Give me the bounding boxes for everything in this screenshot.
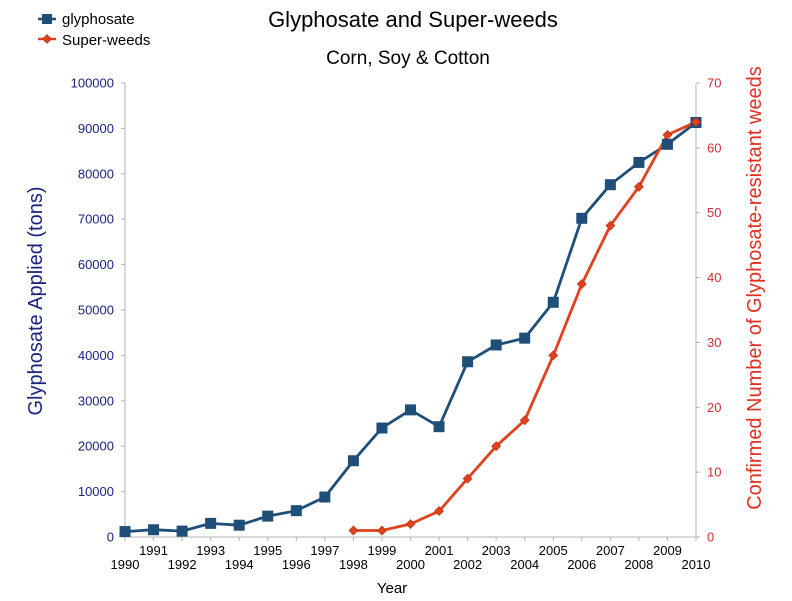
right-tick-label: 40: [707, 270, 721, 285]
data-point-super-weeds: [576, 279, 587, 289]
chart-subtitle: Corn, Soy & Cotton: [326, 48, 490, 69]
x-tick-label: 2003: [482, 543, 511, 558]
right-tick-label: 10: [707, 465, 721, 480]
data-point-glyphosate: [661, 138, 673, 150]
right-axis-title: Confirmed Number of Glyphosate-resistant…: [744, 66, 766, 510]
x-tick-label: 1997: [310, 543, 339, 558]
data-point-glyphosate: [633, 156, 645, 168]
x-tick-label: 1999: [367, 543, 396, 558]
left-tick-label: 90000: [78, 121, 114, 136]
data-point-glyphosate: [405, 404, 416, 416]
data-point-glyphosate: [376, 422, 388, 434]
data-point-super-weeds: [462, 473, 473, 484]
data-point-glyphosate: [262, 510, 274, 522]
data-point-glyphosate: [233, 519, 245, 531]
left-tick-label: 0: [107, 530, 114, 545]
data-point-glyphosate: [519, 332, 531, 344]
x-tick-label: 2007: [596, 543, 625, 558]
axes: [124, 83, 697, 538]
x-tick-label: 2005: [539, 543, 568, 558]
right-tick-label: 20: [707, 400, 721, 415]
x-tick-label: 2010: [682, 557, 711, 572]
left-tick-label: 50000: [78, 303, 114, 318]
x-tick-label: 2009: [653, 543, 682, 558]
x-tick-label: 1990: [111, 557, 140, 572]
x-tick-label: 2001: [425, 543, 454, 558]
left-tick-label: 30000: [78, 393, 114, 408]
x-tick-label: 1994: [225, 557, 254, 572]
data-point-glyphosate: [119, 526, 131, 538]
data-point-glyphosate: [290, 505, 302, 517]
data-point-glyphosate: [176, 525, 188, 537]
left-axis-ticks: 0 10000 20000 30000 40000 50000 60000 70000 8000…: [71, 76, 125, 545]
legend: glyphosate Super-weeds: [38, 11, 150, 49]
data-point-glyphosate: [347, 455, 359, 467]
data-point-glyphosate: [604, 179, 616, 191]
data-point-glyphosate: [490, 339, 502, 351]
left-tick-label: 60000: [78, 257, 114, 272]
data-point-super-weeds: [633, 181, 644, 192]
series-points: [119, 116, 702, 538]
x-tick-label: 1998: [339, 557, 368, 572]
x-tick-label: 1991: [139, 543, 168, 558]
x-axis-ticks: 1990199119921993199419951996199719981999…: [111, 537, 711, 572]
data-point-super-weeds: [605, 220, 616, 231]
data-point-glyphosate: [433, 421, 445, 433]
left-tick-label: 40000: [78, 348, 114, 363]
data-point-super-weeds: [434, 506, 444, 516]
legend-marker-super-weeds: [42, 34, 52, 44]
x-axis-title: Year: [377, 580, 407, 597]
data-point-glyphosate: [205, 517, 217, 529]
chart-title: Glyphosate and Super-weeds: [268, 7, 558, 32]
x-tick-label: 2008: [624, 557, 653, 572]
data-point-super-weeds: [491, 441, 502, 452]
data-point-super-weeds: [405, 519, 416, 529]
left-tick-label: 10000: [78, 484, 114, 499]
left-tick-label: 70000: [78, 212, 114, 227]
data-point-super-weeds: [519, 415, 530, 426]
x-tick-label: 1993: [196, 543, 225, 558]
data-point-super-weeds: [662, 129, 673, 140]
x-tick-label: 1995: [253, 543, 282, 558]
x-tick-label: 1992: [168, 557, 197, 572]
series-line-super-weeds: [353, 120, 697, 532]
right-tick-label: 0: [707, 530, 714, 545]
right-tick-label: 50: [707, 205, 721, 220]
legend-label-super-weeds: Super-weeds: [62, 32, 150, 49]
data-point-glyphosate: [576, 212, 588, 224]
data-point-glyphosate: [547, 296, 559, 308]
x-tick-label: 2004: [510, 557, 539, 572]
data-point-glyphosate: [319, 491, 331, 503]
left-tick-label: 100000: [71, 76, 114, 91]
left-tick-label: 20000: [78, 439, 114, 454]
data-point-super-weeds: [691, 116, 701, 127]
x-tick-label: 2000: [396, 557, 425, 572]
data-point-super-weeds: [548, 350, 559, 361]
legend-label-glyphosate: glyphosate: [62, 11, 135, 28]
data-point-super-weeds: [377, 525, 387, 536]
right-axis-ticks: 0 10 20 30 40 50 60 70: [696, 76, 721, 545]
data-point-glyphosate: [462, 356, 474, 368]
left-tick-label: 80000: [78, 166, 114, 181]
x-tick-label: 1996: [282, 557, 311, 572]
right-tick-label: 70: [707, 76, 721, 91]
legend-marker-glyphosate: [42, 14, 52, 24]
data-point-super-weeds: [348, 525, 359, 536]
left-axis-title: Glyphosate Applied (tons): [25, 186, 47, 415]
right-tick-label: 30: [707, 335, 721, 350]
x-tick-label: 2006: [567, 557, 596, 572]
right-tick-label: 60: [707, 140, 721, 155]
x-tick-label: 2002: [453, 557, 482, 572]
data-point-glyphosate: [148, 524, 160, 536]
